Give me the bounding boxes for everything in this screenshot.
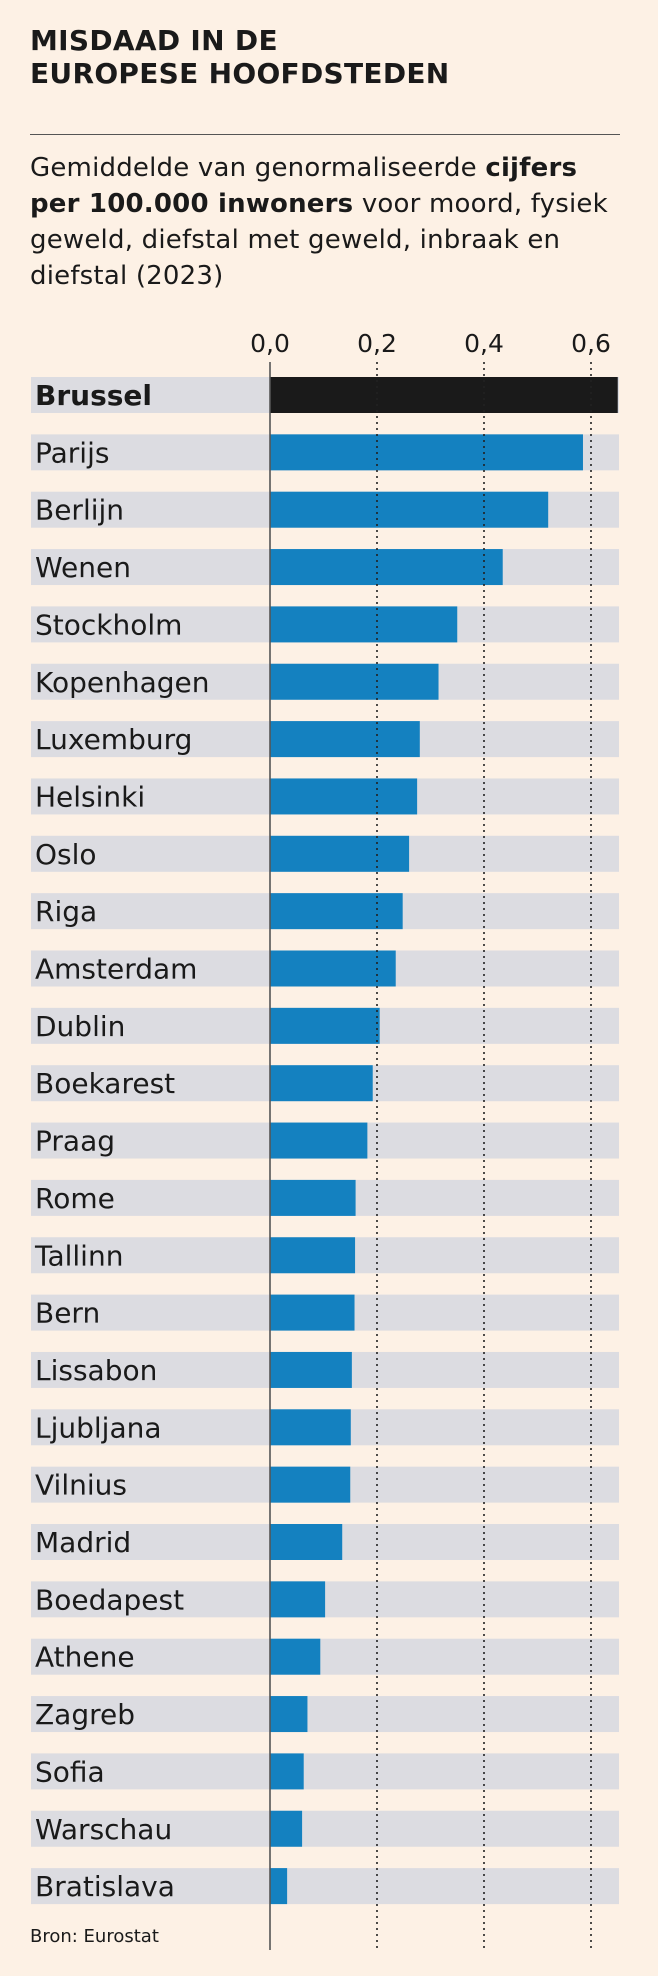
bar-kopenhagen — [270, 663, 439, 700]
chart-subtitle: Gemiddelde van genormaliseerde cijfers p… — [30, 150, 630, 294]
x-tick-label-3: 0,6 — [571, 329, 611, 358]
bar-boedapest — [270, 1581, 326, 1618]
bar-riga — [270, 893, 403, 930]
bar-bern — [270, 1294, 355, 1331]
category-label-amsterdam: Amsterdam — [35, 953, 197, 986]
x-tick-label-0: 0,0 — [250, 329, 290, 358]
category-label-luxemburg: Luxemburg — [35, 723, 192, 756]
bar-dublin — [270, 1007, 380, 1044]
category-label-madrid: Madrid — [35, 1526, 131, 1559]
bar-praag — [270, 1122, 368, 1159]
category-label-athene: Athene — [35, 1641, 135, 1674]
bar-vilnius — [270, 1466, 351, 1503]
row-track-warschau — [31, 1810, 619, 1847]
bar-madrid — [270, 1524, 343, 1560]
x-tick-label-1: 0,2 — [357, 329, 397, 358]
bar-brussel — [270, 377, 618, 413]
subtitle-post: voor moord, fysiek geweld, diefstal met … — [30, 189, 608, 291]
category-label-tallinn: Tallinn — [34, 1239, 123, 1272]
category-label-vilnius: Vilnius — [35, 1469, 127, 1502]
bar-oslo — [270, 835, 410, 872]
category-label-helsinki: Helsinki — [35, 780, 145, 813]
category-label-stockholm: Stockholm — [35, 608, 182, 641]
category-label-brussel: Brussel — [35, 379, 152, 412]
category-label-riga: Riga — [35, 895, 97, 928]
source-note: Bron: Eurostat — [30, 1926, 159, 1947]
bar-bratislava — [270, 1868, 288, 1905]
gridlines — [376, 362, 592, 1950]
x-tick-labels: 0,0 0,2 0,4 0,6 — [250, 329, 611, 358]
bar-luxemburg — [270, 721, 420, 758]
category-label-dublin: Dublin — [35, 1010, 125, 1043]
row-track-sofia — [31, 1753, 619, 1790]
bar-wenen — [270, 549, 503, 586]
category-label-bratislava: Bratislava — [35, 1870, 175, 1903]
category-label-lissabon: Lissabon — [35, 1354, 157, 1387]
bar-helsinki — [270, 778, 418, 815]
bar-boekarest — [270, 1065, 373, 1102]
bar-lissabon — [270, 1351, 352, 1388]
row-track-athene — [31, 1638, 619, 1675]
category-label-ljubljana: Ljubljana — [35, 1411, 162, 1444]
bar-stockholm — [270, 606, 458, 643]
chart-title: MISDAAD IN DE EUROPESE HOOFDSTEDEN — [30, 24, 630, 90]
bars — [270, 377, 618, 1905]
title-divider — [30, 134, 620, 135]
category-label-sofia: Sofia — [35, 1755, 105, 1788]
category-label-warschau: Warschau — [35, 1813, 172, 1846]
category-label-zagreb: Zagreb — [35, 1698, 135, 1731]
category-label-boekarest: Boekarest — [35, 1067, 175, 1100]
row-track-bratislava — [31, 1868, 619, 1905]
bar-tallinn — [270, 1237, 356, 1274]
category-label-praag: Praag — [35, 1125, 115, 1158]
bar-athene — [270, 1638, 321, 1675]
category-label-rome: Rome — [35, 1182, 115, 1215]
row-track-zagreb — [31, 1696, 619, 1733]
bar-warschau — [270, 1810, 303, 1847]
title-line-2: EUROPESE HOOFDSTEDEN — [30, 57, 450, 90]
x-tick-label-2: 0,4 — [464, 329, 504, 358]
category-labels: Brussel Parijs Berlijn Wenen Stockholm Kopenh… — [34, 379, 210, 1903]
title-line-1: MISDAAD IN DE — [30, 24, 278, 57]
subtitle-bold: cijfers per 100.000 inwoners — [30, 153, 578, 219]
category-label-parijs: Parijs — [35, 436, 109, 469]
bar-zagreb — [270, 1696, 308, 1733]
category-label-boedapest: Boedapest — [35, 1583, 184, 1616]
subtitle-pre: Gemiddelde van genormaliseerde — [30, 153, 477, 183]
bar-ljubljana — [270, 1409, 351, 1446]
category-label-berlijn: Berlijn — [35, 494, 124, 527]
bar-sofia — [270, 1753, 304, 1790]
category-label-kopenhagen: Kopenhagen — [35, 666, 210, 699]
category-label-wenen: Wenen — [35, 551, 131, 584]
bar-rome — [270, 1179, 356, 1216]
category-label-bern: Bern — [35, 1297, 100, 1330]
bar-amsterdam — [270, 950, 396, 987]
bar-berlijn — [270, 491, 549, 528]
bar-parijs — [270, 434, 583, 471]
category-label-oslo: Oslo — [35, 838, 97, 871]
